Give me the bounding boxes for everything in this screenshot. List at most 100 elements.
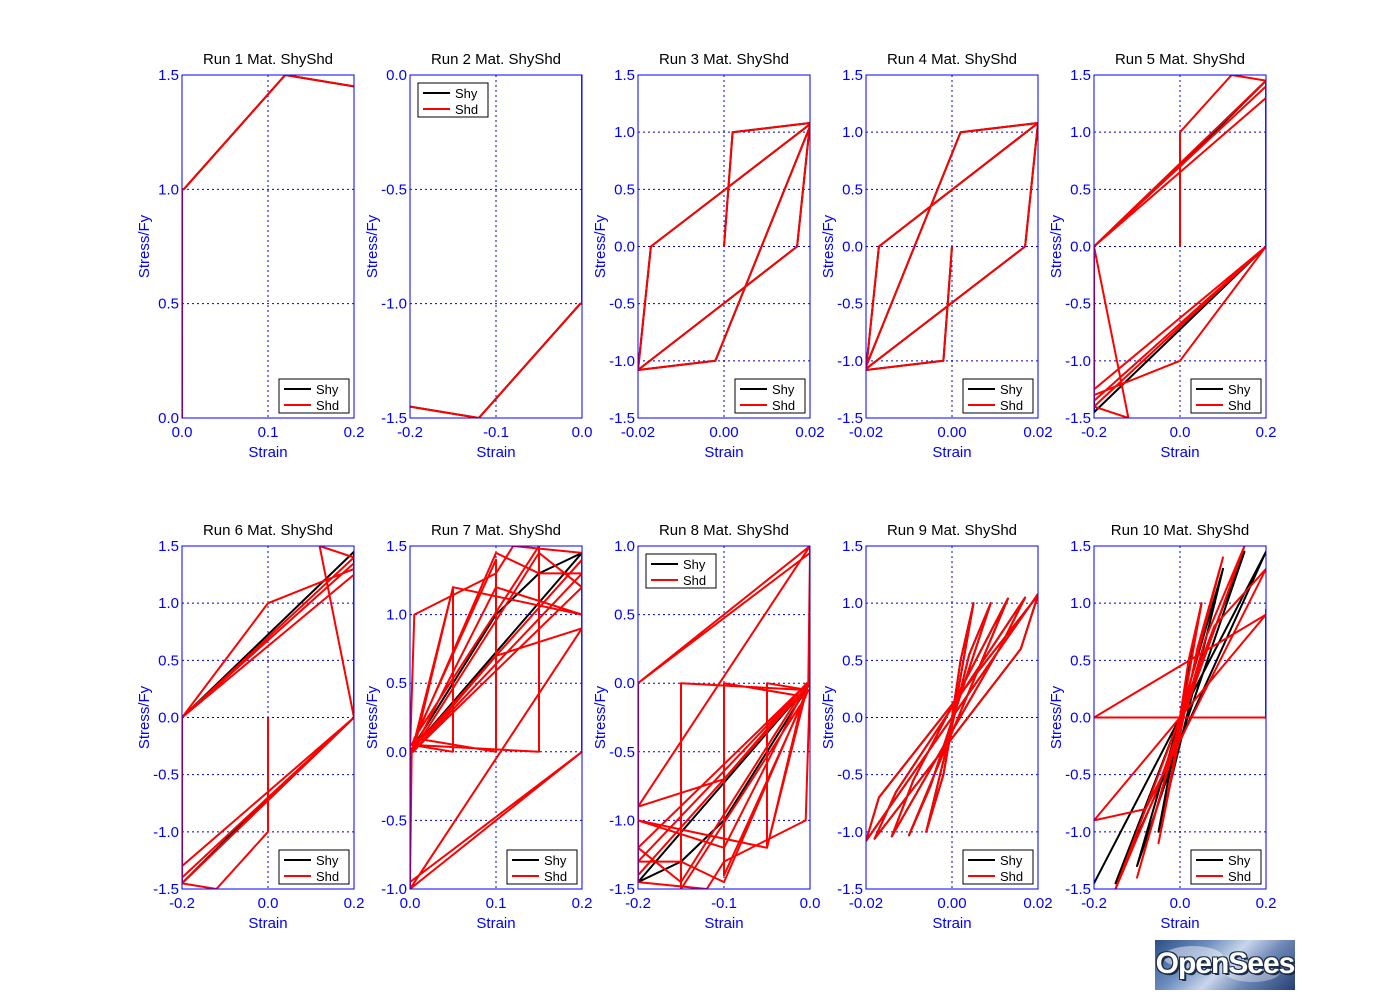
legend-label: Shy xyxy=(683,557,706,572)
legend-box xyxy=(506,849,578,885)
axes-frame xyxy=(181,545,355,890)
legend: ShyShd xyxy=(962,378,1034,414)
x-tick-label: 0.02 xyxy=(1023,895,1052,912)
y-tick-label: 0.0 xyxy=(842,239,863,256)
y-tick-label: 0.5 xyxy=(614,607,635,624)
x-tick-label: -0.2 xyxy=(625,895,651,912)
legend-box xyxy=(278,849,350,885)
y-tick-label: 1.5 xyxy=(386,538,407,555)
legend-label: Shd xyxy=(772,398,795,413)
legend-label: Shy xyxy=(455,86,478,101)
series-line-shd xyxy=(182,546,354,889)
y-tick-label: 0.5 xyxy=(158,296,179,313)
x-axis-label: Strain xyxy=(1160,915,1199,932)
y-tick-label: -1.0 xyxy=(609,353,635,370)
y-axis-label: Stress/Fy xyxy=(592,685,609,749)
y-axis-label: Stress/Fy xyxy=(592,214,609,278)
legend-label: Shy xyxy=(772,382,795,397)
series-line-shd xyxy=(1094,546,1266,889)
y-tick-label: 1.5 xyxy=(842,67,863,84)
legend-box xyxy=(1190,849,1262,885)
y-tick-label: -1.0 xyxy=(153,824,179,841)
legend-box xyxy=(962,849,1034,885)
y-tick-label: -1.0 xyxy=(381,296,407,313)
y-tick-label: -1.5 xyxy=(837,410,863,427)
x-tick-label: 0.00 xyxy=(937,424,966,441)
x-axis-label: Strain xyxy=(476,915,515,932)
x-axis-label: Strain xyxy=(932,444,971,461)
y-axis-label: Stress/Fy xyxy=(364,214,381,278)
opensees-logo: OpenSees xyxy=(1155,940,1295,990)
legend: ShyShd xyxy=(278,378,350,414)
series-group xyxy=(638,546,810,889)
y-tick-label: 0.0 xyxy=(158,410,179,427)
y-tick-label: 1.5 xyxy=(614,67,635,84)
y-tick-label: -1.5 xyxy=(609,881,635,898)
x-axis-label: Strain xyxy=(248,444,287,461)
y-tick-label: 1.0 xyxy=(614,538,635,555)
series-group xyxy=(638,122,810,371)
x-tick-label: 0.0 xyxy=(800,895,821,912)
logo-cloud xyxy=(1225,962,1280,982)
chart-panel-3: -0.02 0.00 0.02 -1.5 -1.0 -0.5 0.0 0.5 1.0 1.5 Str… xyxy=(592,51,825,461)
x-tick-label: -0.02 xyxy=(621,424,655,441)
series-group xyxy=(410,75,582,418)
x-tick-label: 0.0 xyxy=(172,424,193,441)
x-tick-label: -0.1 xyxy=(483,424,509,441)
legend-label: Shd xyxy=(1228,398,1251,413)
x-tick-label: 0.1 xyxy=(258,424,279,441)
chart-title: Run 10 Mat. ShyShd xyxy=(1111,522,1249,539)
legend: ShyShd xyxy=(417,82,489,118)
y-tick-label: -1.5 xyxy=(153,881,179,898)
series-line-shd xyxy=(638,546,810,889)
legend: ShyShd xyxy=(962,849,1034,885)
y-tick-label: 1.0 xyxy=(1070,124,1091,141)
legend-label: Shd xyxy=(316,869,339,884)
y-tick-label: 0.5 xyxy=(1070,181,1091,198)
y-tick-label: 1.0 xyxy=(1070,595,1091,612)
y-tick-label: -0.5 xyxy=(837,296,863,313)
series-line-shd xyxy=(182,75,354,418)
series-line-shy xyxy=(410,551,582,753)
series-group xyxy=(1094,75,1266,418)
legend-label: Shy xyxy=(316,853,339,868)
x-tick-label: 0.2 xyxy=(344,895,365,912)
legend-box xyxy=(417,82,489,118)
series-group xyxy=(866,593,1038,842)
y-tick-label: -1.0 xyxy=(837,353,863,370)
x-tick-label: 0.00 xyxy=(709,424,738,441)
y-axis-label: Stress/Fy xyxy=(820,685,837,749)
series-line-shd xyxy=(410,546,582,889)
y-tick-label: 1.5 xyxy=(158,67,179,84)
y-tick-label: 0.5 xyxy=(386,675,407,692)
y-axis-label: Stress/Fy xyxy=(136,685,153,749)
y-tick-label: 0.0 xyxy=(386,744,407,761)
x-tick-label: 0.2 xyxy=(344,424,365,441)
y-tick-label: -1.5 xyxy=(1065,410,1091,427)
chart-panel-9: -0.02 0.00 0.02 -1.5 -1.0 -0.5 0.0 0.5 1.0 1.5 Str… xyxy=(820,522,1053,932)
y-tick-label: -1.0 xyxy=(381,881,407,898)
x-tick-label: -0.2 xyxy=(397,424,423,441)
y-tick-label: 0.0 xyxy=(842,710,863,727)
y-tick-label: -0.5 xyxy=(609,296,635,313)
x-tick-label: 0.00 xyxy=(937,895,966,912)
series-group xyxy=(866,122,1038,371)
chart-title: Run 8 Mat. ShyShd xyxy=(659,522,789,539)
y-tick-label: -0.5 xyxy=(381,812,407,829)
chart-title: Run 5 Mat. ShyShd xyxy=(1115,51,1245,68)
x-tick-label: 0.1 xyxy=(486,895,507,912)
series-line-shy xyxy=(1094,79,1266,414)
y-axis-label: Stress/Fy xyxy=(364,685,381,749)
x-axis-label: Strain xyxy=(704,444,743,461)
chart-title: Run 6 Mat. ShyShd xyxy=(203,522,333,539)
y-tick-label: 1.0 xyxy=(842,124,863,141)
y-tick-label: 1.5 xyxy=(842,538,863,555)
chart-panel-1: 0.0 0.1 0.2 0.0 0.5 1.0 1.5 Strain Stress/Fy Run … xyxy=(136,51,364,461)
y-tick-label: -1.0 xyxy=(837,824,863,841)
logo-text: OpenSees xyxy=(1155,947,1295,980)
x-tick-label: 0.02 xyxy=(1023,424,1052,441)
legend-label: Shy xyxy=(1000,853,1023,868)
y-tick-label: -1.5 xyxy=(837,881,863,898)
y-tick-label: -0.5 xyxy=(1065,296,1091,313)
